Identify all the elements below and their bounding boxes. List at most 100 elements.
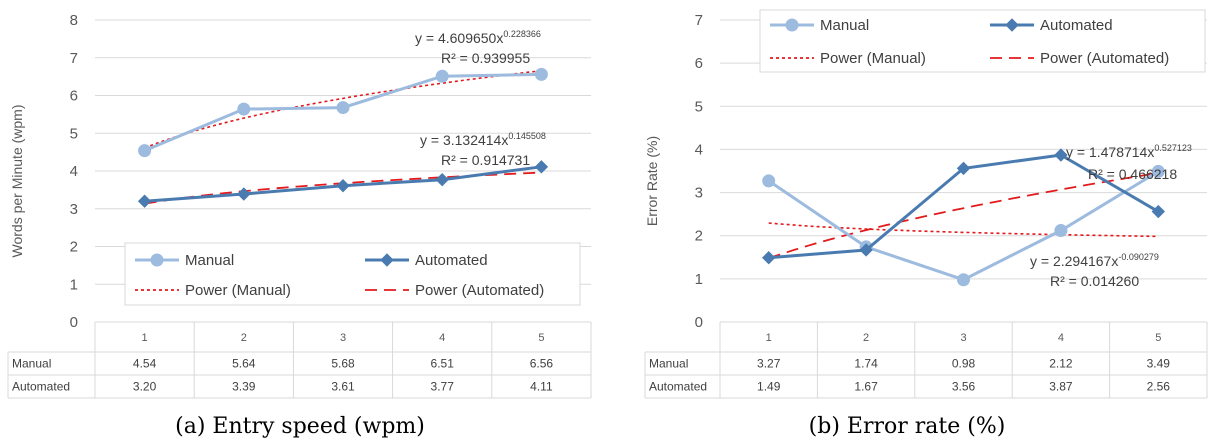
data-point — [237, 102, 251, 116]
x-tick-label: 5 — [538, 332, 544, 344]
data-point — [534, 160, 549, 174]
table-row-header: Automated — [649, 380, 707, 394]
table-cell: 3.56 — [952, 380, 976, 394]
legend-label: Power (Manual) — [820, 50, 926, 67]
table-cell: 0.98 — [952, 357, 976, 371]
y-tick-label: 4 — [70, 163, 78, 180]
legend-label: Manual — [185, 252, 234, 269]
table-cell: 1.49 — [757, 380, 781, 394]
y-tick-label: 2 — [70, 239, 78, 256]
data-point — [859, 243, 873, 257]
data-point — [336, 179, 350, 193]
legend-label: Power (Automated) — [1040, 50, 1169, 67]
table-cell: 5.64 — [232, 357, 256, 371]
trendline-equation: y = 4.609650x0.228366 — [415, 29, 541, 46]
table-cell: 3.61 — [331, 380, 355, 394]
data-point — [336, 101, 350, 115]
legend-box — [759, 9, 1206, 73]
x-tick-label: 2 — [863, 332, 869, 344]
table-cell: 2.12 — [1049, 357, 1073, 371]
legend: Manual Automated Power (Manual) Power (Auto… — [759, 9, 1206, 73]
legend-marker — [150, 253, 164, 267]
table-cell: 3.77 — [431, 380, 455, 394]
table-cell: 1.74 — [854, 357, 878, 371]
table-cell: 2.56 — [1147, 380, 1171, 394]
table-cell: 4.11 — [530, 380, 553, 394]
table-row-header: Automated — [12, 380, 70, 394]
y-tick-label: 0 — [695, 314, 703, 331]
chart-a: 0 1 2 3 4 5 6 7 8 Words per Minute (wpm) 1 2 3 4 5 Manu… — [7, 12, 592, 439]
y-tick-label: 3 — [695, 185, 703, 202]
data-point — [534, 67, 548, 81]
x-tick-label: 4 — [439, 332, 445, 344]
data-point — [1151, 204, 1166, 219]
y-tick-label: 1 — [70, 276, 78, 293]
x-tick-label: 1 — [142, 332, 148, 344]
legend-label: Manual — [820, 17, 869, 34]
table-cell: 6.56 — [530, 357, 554, 371]
y-tick-label: 1 — [695, 271, 703, 288]
data-point — [237, 187, 251, 201]
x-tick-label: 1 — [766, 332, 772, 344]
data-table: 1 2 3 4 5 Manual 4.54 5.64 5.68 6.51 6.56 Automated… — [7, 322, 592, 399]
legend-label: Automated — [1040, 17, 1113, 34]
x-tick-label: 4 — [1058, 332, 1064, 344]
y-tick-label: 8 — [70, 12, 78, 29]
data-point — [137, 194, 152, 208]
legend-marker — [785, 18, 799, 32]
data-point — [1151, 164, 1165, 178]
trendline — [768, 172, 1159, 260]
trendline-r2: R² = 0.014260 — [1050, 273, 1139, 289]
table-cell: 3.87 — [1049, 380, 1073, 394]
data-point — [435, 172, 449, 187]
x-tick-label: 3 — [340, 332, 346, 344]
trendline-r2: R² = 0.914731 — [441, 152, 530, 168]
y-tick-label: 4 — [695, 141, 703, 158]
y-tick-label: 6 — [695, 55, 703, 72]
y-tick-label: 7 — [70, 50, 78, 67]
data-point — [1054, 148, 1068, 162]
y-tick-label: 6 — [70, 88, 78, 105]
data-table: 1 2 3 4 5 Manual 3.27 1.74 0.98 2.12 3.49 Automated… — [644, 322, 1208, 399]
x-tick-label: 2 — [241, 332, 247, 344]
table-row-header: Manual — [12, 357, 51, 371]
legend: Manual Automated Power (Manual) Power (Auto… — [124, 242, 581, 306]
y-tick-label: 3 — [70, 201, 78, 218]
y-axis-label: Error Rate (%) — [644, 136, 660, 226]
trendline-equation: y = 3.132414x0.145508 — [420, 131, 546, 148]
data-point — [138, 144, 152, 158]
table-cell: 5.68 — [331, 357, 355, 371]
y-tick-label: 5 — [695, 98, 703, 115]
legend-label: Power (Automated) — [415, 282, 544, 299]
x-tick-label: 5 — [1155, 332, 1161, 344]
data-point — [762, 174, 776, 188]
y-axis-label: Words per Minute (wpm) — [9, 104, 25, 257]
trendline-equation: y = 2.294167x-0.090279 — [1030, 252, 1159, 269]
legend-marker — [1005, 18, 1019, 32]
figure-caption: (a) Entry speed (wpm) — [175, 414, 425, 439]
x-tick-label: 3 — [960, 332, 966, 344]
table-cell: 3.27 — [757, 357, 781, 371]
table-cell: 3.20 — [133, 380, 157, 394]
table-cell: 3.39 — [232, 380, 256, 394]
y-tick-label: 0 — [70, 314, 78, 331]
data-point — [435, 69, 449, 83]
trendline — [144, 69, 542, 149]
data-point — [761, 251, 776, 265]
y-tick-label: 2 — [695, 228, 703, 245]
table-cell: 4.54 — [133, 357, 157, 371]
trendline-equation: y = 1.478714x0.527123 — [1066, 143, 1192, 160]
data-point — [956, 161, 971, 176]
trendline — [768, 222, 1159, 238]
chart-b: 0 1 2 3 4 5 6 7 Error Rate (%) 1 2 3 4 5 Manual 3.27 1.7… — [644, 9, 1208, 439]
data-point — [957, 273, 970, 287]
legend-box — [124, 242, 581, 306]
legend-label: Automated — [415, 252, 488, 269]
table-cell: 6.51 — [431, 357, 455, 371]
legend-marker — [380, 253, 394, 267]
data-point — [1054, 224, 1068, 238]
table-cell: 1.67 — [854, 380, 878, 394]
legend-label: Power (Manual) — [185, 282, 291, 299]
y-tick-label: 5 — [70, 125, 78, 142]
